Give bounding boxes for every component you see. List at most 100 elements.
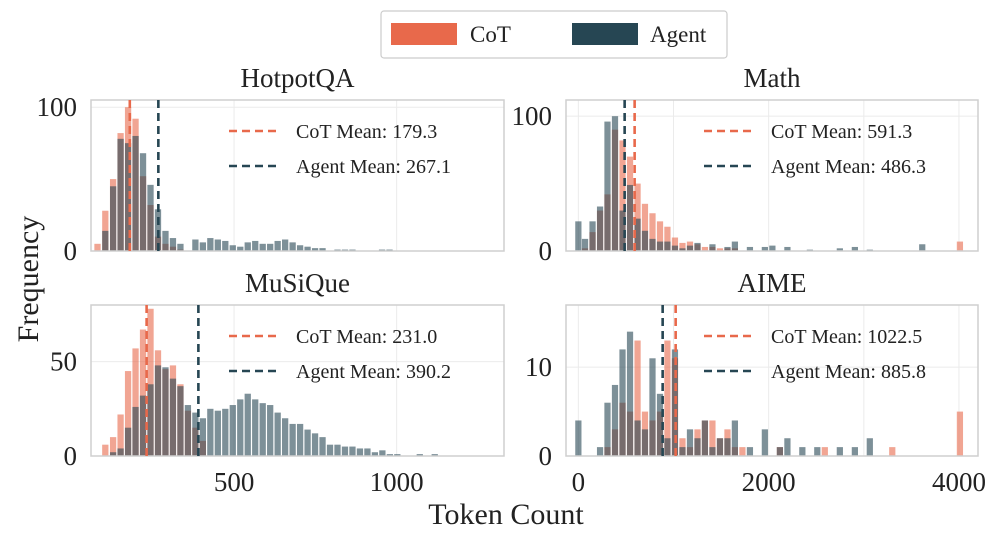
bar-agent xyxy=(311,248,319,251)
y-tick-label: 0 xyxy=(64,236,78,266)
panels: CoT Mean: 179.3 Agent Mean: 267.1 HotpotQA… xyxy=(37,63,986,497)
bar-agent xyxy=(386,454,393,456)
bar-cot xyxy=(94,243,101,251)
bar-agent xyxy=(709,447,716,456)
bar-cot xyxy=(956,411,964,456)
bar-cot xyxy=(102,444,109,456)
bar-agent xyxy=(356,448,364,456)
bar-agent xyxy=(641,429,649,456)
mean-legend-label-agent: Agent Mean: 885.8 xyxy=(771,361,926,383)
bar-agent xyxy=(237,399,244,456)
bar-agent xyxy=(581,238,589,251)
bar-agent xyxy=(431,454,438,456)
bar-agent xyxy=(117,138,124,251)
mean-legend-label-agent: Agent Mean: 267.1 xyxy=(296,156,451,178)
bar-cot xyxy=(649,213,656,251)
bar-agent xyxy=(109,452,117,456)
legend-label-cot: CoT xyxy=(470,22,511,47)
bar-agent xyxy=(919,244,926,251)
panel-title: HotpotQA xyxy=(241,63,356,93)
bar-agent xyxy=(162,367,169,456)
bar-agent xyxy=(244,242,251,251)
panel-hotpotqa: CoT Mean: 179.3 Agent Mean: 267.1 HotpotQA… xyxy=(37,63,505,266)
y-tick-label: 100 xyxy=(37,92,78,122)
bar-cot xyxy=(619,140,626,251)
bar-agent xyxy=(139,395,147,456)
bar-cot xyxy=(147,308,154,456)
bar-agent xyxy=(267,243,274,251)
axes-frame xyxy=(565,304,979,457)
bar-cot xyxy=(956,241,964,251)
bar-agent xyxy=(836,447,843,456)
bar-agent xyxy=(746,246,754,251)
bar-agent xyxy=(679,248,686,251)
mean-legend-label-cot: CoT Mean: 591.3 xyxy=(771,121,912,143)
bar-agent xyxy=(132,135,139,251)
bar-cot xyxy=(701,246,709,251)
bar-agent xyxy=(619,349,626,456)
bar-agent xyxy=(851,246,858,251)
x-tick-label: 2000 xyxy=(742,467,796,497)
bar-agent xyxy=(244,393,251,456)
bar-agent xyxy=(694,242,701,251)
bar-agent xyxy=(575,221,582,251)
legend-swatch-agent xyxy=(572,23,638,45)
mean-legend-label-agent: Agent Mean: 390.2 xyxy=(296,361,451,383)
bar-agent xyxy=(686,429,694,456)
y-tick-label: 0 xyxy=(539,441,553,471)
mean-legend-label-cot: CoT Mean: 1022.5 xyxy=(771,326,922,348)
bar-agent xyxy=(634,218,641,251)
bar-agent xyxy=(109,186,117,251)
bar-agent xyxy=(641,230,649,251)
panel-title: AIME xyxy=(738,268,807,298)
bar-agent xyxy=(267,405,274,456)
bar-agent xyxy=(634,420,641,456)
bar-agent xyxy=(866,438,873,456)
bar-agent xyxy=(274,412,281,456)
x-tick-label: 4000 xyxy=(932,467,986,497)
legend-label-agent: Agent xyxy=(650,22,707,47)
bar-cot xyxy=(117,414,124,456)
bar-agent xyxy=(611,384,619,456)
bar-agent xyxy=(252,240,259,251)
bar-agent xyxy=(814,447,821,456)
bar-agent xyxy=(836,248,843,251)
bar-agent xyxy=(259,243,266,251)
bar-cot xyxy=(132,348,139,456)
bar-agent xyxy=(731,420,739,456)
panel-title: Math xyxy=(744,63,801,93)
bar-cot xyxy=(109,437,117,456)
bar-agent xyxy=(371,452,379,456)
bar-agent xyxy=(162,230,169,251)
bar-agent xyxy=(724,438,731,456)
bar-agent xyxy=(784,438,791,456)
axes-frame xyxy=(90,99,505,252)
bar-agent xyxy=(596,206,604,251)
bar-cot xyxy=(739,447,746,456)
bar-cot xyxy=(634,340,641,456)
bar-agent xyxy=(724,246,731,251)
bar-agent xyxy=(776,447,784,456)
bar-agent xyxy=(274,240,281,251)
bar-agent xyxy=(334,444,341,456)
bar-agent xyxy=(575,420,582,456)
bar-agent xyxy=(746,447,754,456)
legend-swatch-cot xyxy=(391,23,457,45)
bar-agent xyxy=(364,448,371,456)
bar-agent xyxy=(851,447,858,456)
legend-frame xyxy=(380,10,728,59)
y-tick-label: 0 xyxy=(64,441,78,471)
bar-cot xyxy=(716,248,724,251)
bar-agent xyxy=(379,450,386,456)
bar-cot xyxy=(641,203,649,251)
bar-agent xyxy=(701,420,709,456)
bar-agent xyxy=(626,331,634,456)
bar-agent xyxy=(259,403,266,456)
bar-agent xyxy=(214,239,221,251)
bar-agent xyxy=(184,405,192,456)
bar-agent xyxy=(649,358,656,456)
mean-legend-label-agent: Agent Mean: 486.3 xyxy=(771,156,926,178)
bar-cot xyxy=(664,340,671,456)
bar-agent xyxy=(296,423,304,456)
